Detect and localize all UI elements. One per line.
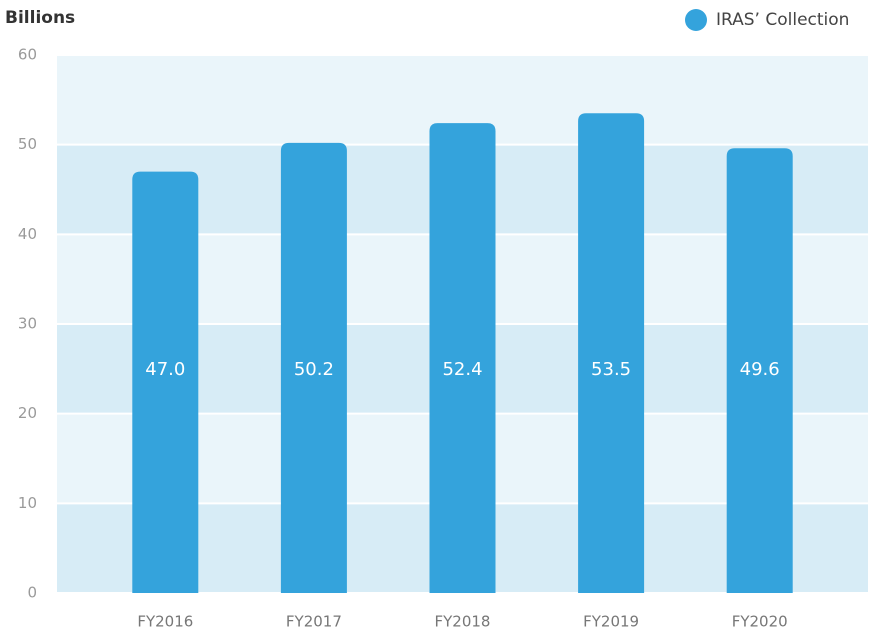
- bar: [578, 113, 645, 594]
- x-tick-label: FY2018: [435, 613, 491, 631]
- x-tick-label: FY2017: [286, 613, 342, 631]
- value-label: 47.0: [145, 359, 185, 380]
- value-label: 49.6: [740, 359, 780, 380]
- y-tick-label: 20: [18, 404, 37, 422]
- bar: [132, 171, 199, 594]
- y-tick-label: 10: [18, 494, 37, 512]
- x-tick-label: FY2020: [732, 613, 788, 631]
- y-tick-label: 40: [18, 225, 37, 243]
- bar: [280, 142, 347, 593]
- legend-swatch: [685, 9, 707, 31]
- value-label: 50.2: [294, 359, 334, 380]
- x-tick-label: FY2019: [583, 613, 639, 631]
- value-label: 53.5: [591, 359, 631, 380]
- bar: [726, 148, 793, 593]
- y-tick-label: 0: [27, 584, 37, 602]
- value-label: 52.4: [442, 359, 482, 380]
- y-tick-label: 60: [18, 46, 37, 64]
- bar: [429, 123, 496, 593]
- y-tick-label: 50: [18, 135, 37, 153]
- x-tick-label: FY2016: [137, 613, 193, 631]
- y-tick-label: 30: [18, 315, 37, 333]
- y-axis-label: Billions: [5, 8, 75, 28]
- legend-label: IRAS’ Collection: [716, 10, 849, 30]
